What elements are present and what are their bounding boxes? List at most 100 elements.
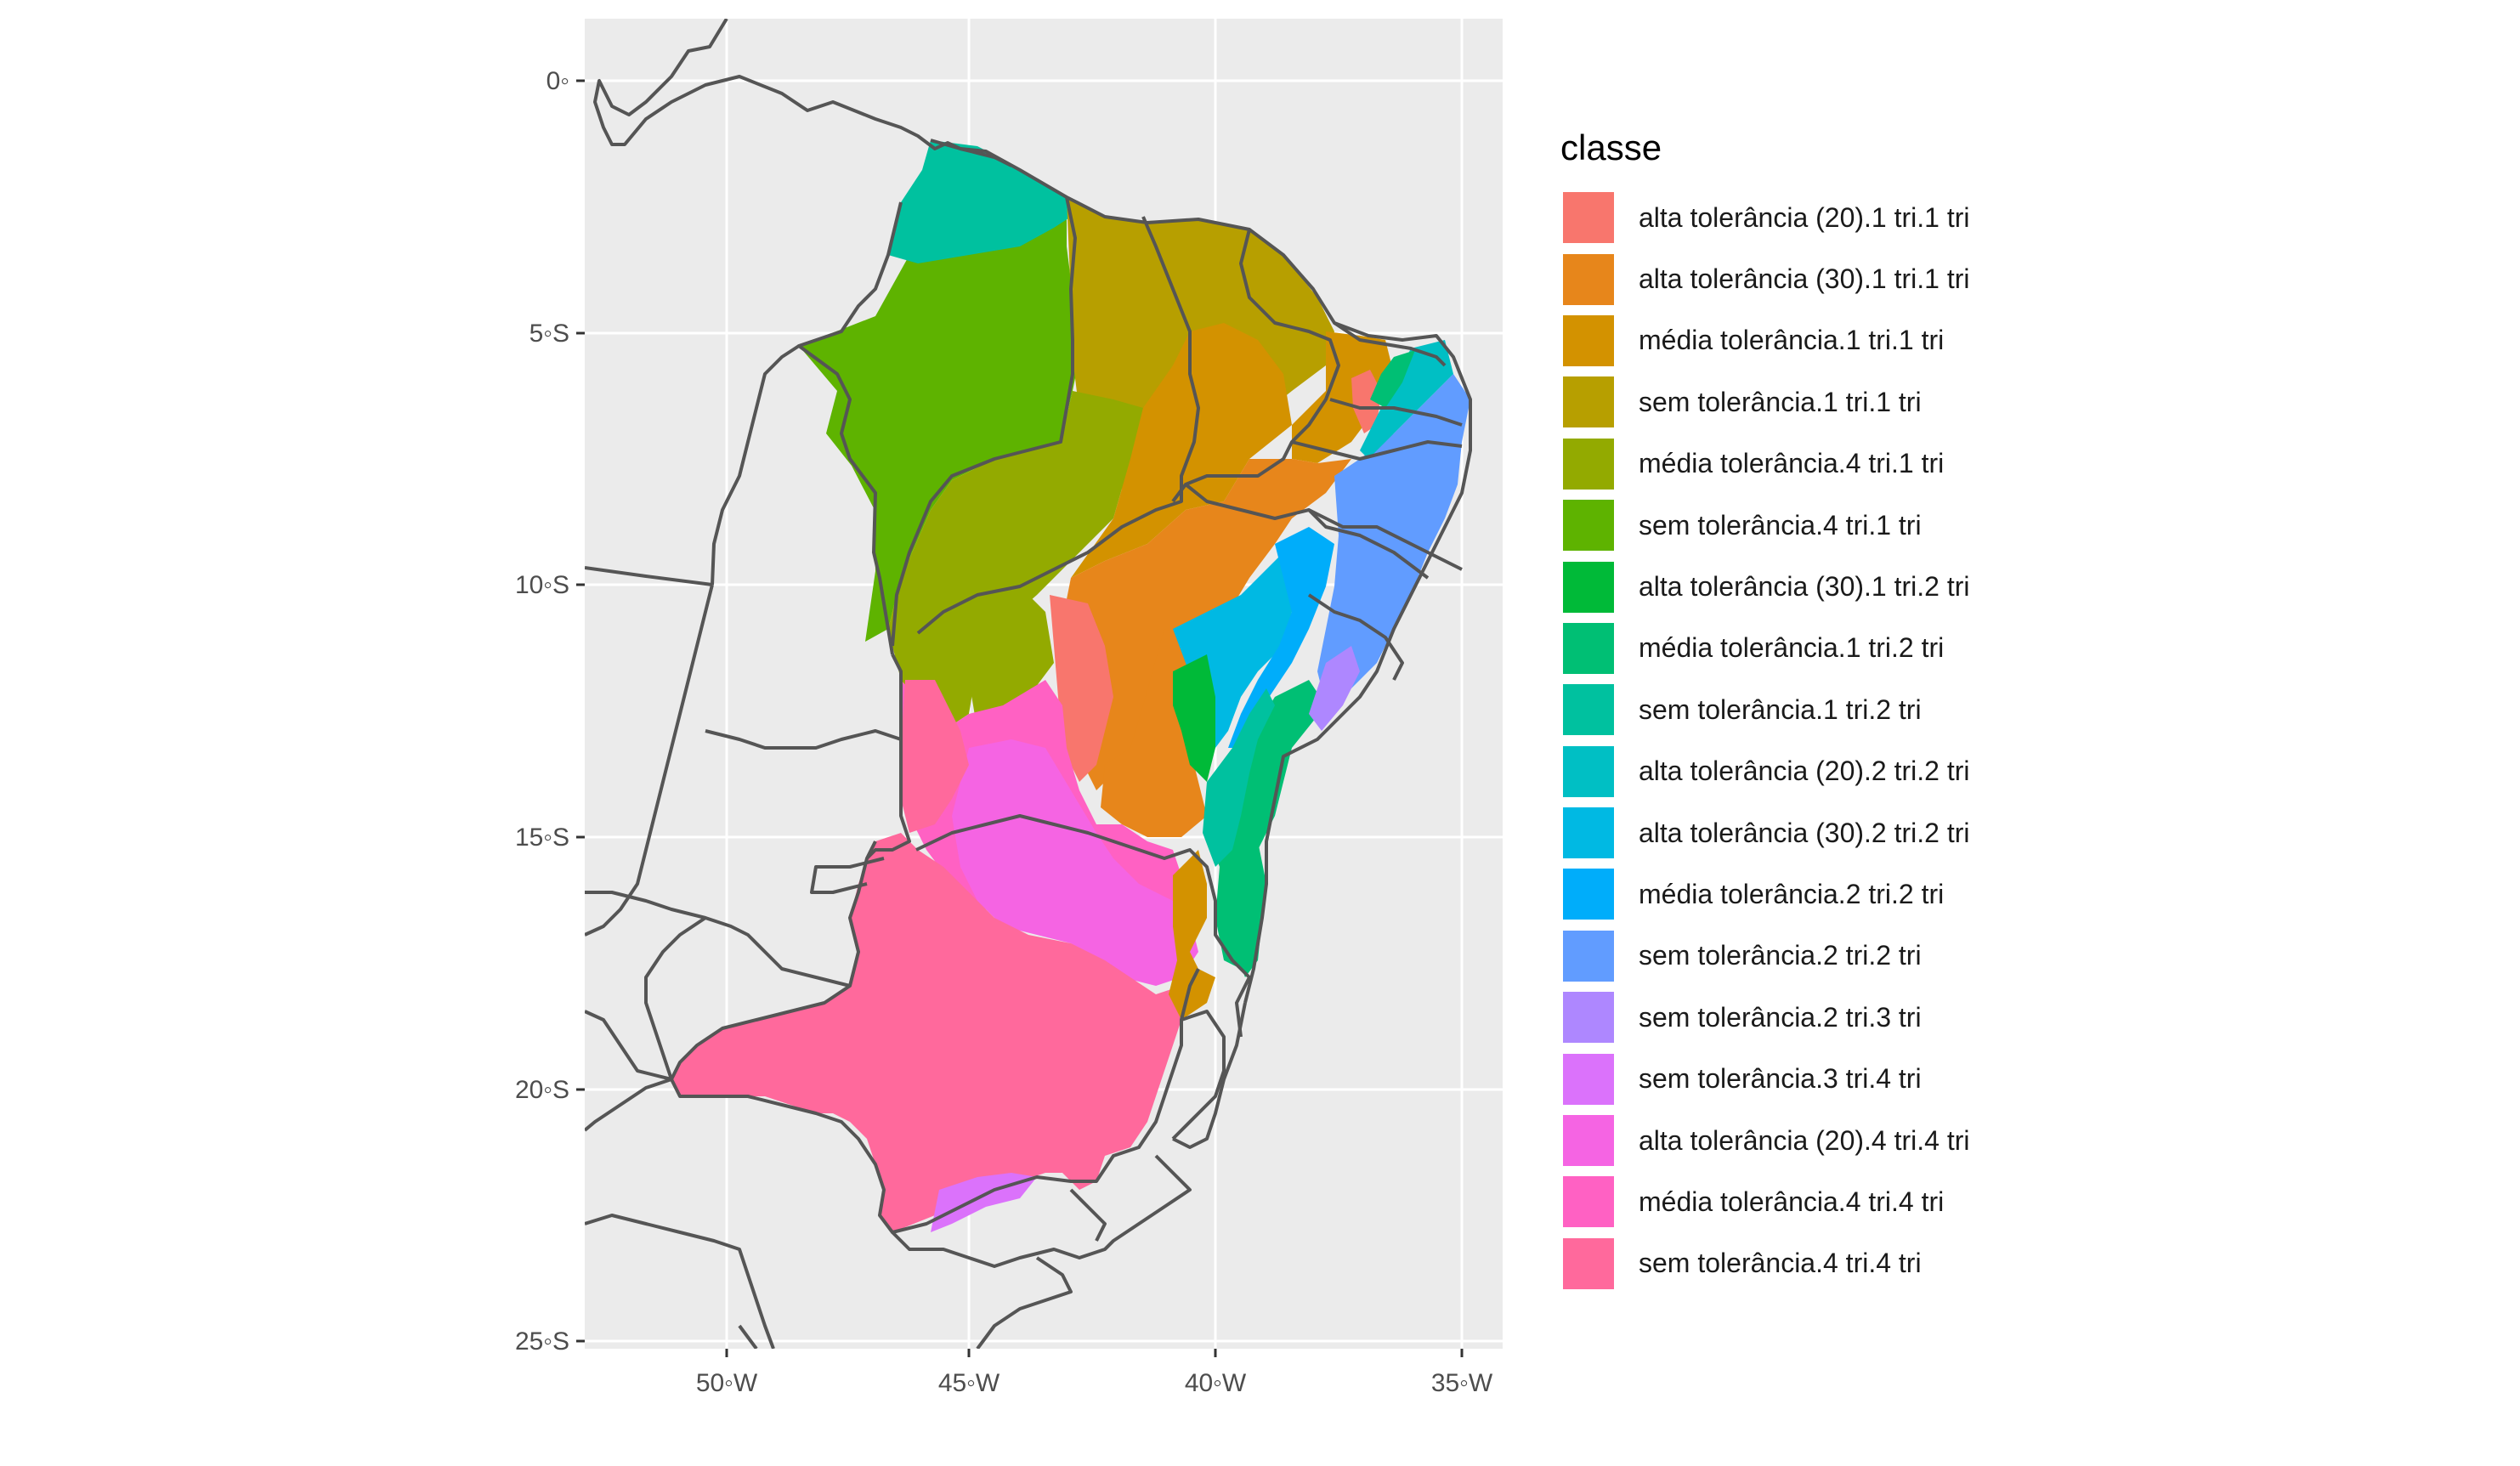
legend-item: média tolerância.4 tri.1 tri <box>1560 433 1970 495</box>
boundary-line <box>916 216 1200 635</box>
boundary-line <box>810 857 885 894</box>
region-fill <box>1370 350 1415 408</box>
y-tick-label: 10◦S <box>515 571 569 599</box>
legend-key <box>1560 927 1617 984</box>
boundary-line <box>670 841 1200 1234</box>
legend-key <box>1560 1174 1617 1231</box>
legend-key <box>1560 805 1617 862</box>
y-tick-label: 5◦S <box>529 320 569 348</box>
boundary-line <box>1329 398 1463 427</box>
boundary-line <box>711 344 801 586</box>
legend-label: média tolerância.1 tri.2 tri <box>1639 632 1945 664</box>
region-fill <box>1228 527 1334 748</box>
boundary-line <box>1308 508 1463 571</box>
legend-item: alta tolerância (20).4 tri.4 tri <box>1560 1110 1970 1171</box>
boundary-line <box>976 1256 1073 1349</box>
legend-label: sem tolerância.4 tri.4 tri <box>1639 1248 1922 1279</box>
legend-key <box>1560 312 1617 369</box>
legend-label: sem tolerância.3 tri.4 tri <box>1639 1063 1922 1095</box>
boundary-line <box>930 139 1472 1004</box>
boundary-line <box>593 19 1012 167</box>
region-fill <box>1050 595 1113 782</box>
legend-item: alta tolerância (20).2 tri.2 tri <box>1560 741 1970 802</box>
boundary-line <box>585 1078 672 1132</box>
boundary-line <box>705 729 902 750</box>
legend-item: sem tolerância.4 tri.1 tri <box>1560 495 1970 556</box>
region-fill <box>1203 688 1275 867</box>
legend-label: alta tolerância (30).1 tri.1 tri <box>1639 263 1970 295</box>
region-fill <box>931 1173 1037 1232</box>
legend-item: sem tolerância.1 tri.1 tri <box>1560 371 1970 433</box>
legend-item: sem tolerância.2 tri.2 tri <box>1560 925 1970 987</box>
legend-items: alta tolerância (20).1 tri.1 tri alta tol… <box>1560 187 1970 1294</box>
legend-label: média tolerância.4 tri.1 tri <box>1639 448 1945 479</box>
boundary-line <box>1307 593 1404 681</box>
legend-item: alta tolerância (20).1 tri.1 tri <box>1560 187 1970 248</box>
legend-key <box>1560 558 1617 615</box>
region-fill <box>888 391 1143 731</box>
legend-item: sem tolerância.3 tri.4 tri <box>1560 1048 1970 1109</box>
boundary-line <box>891 1231 1115 1268</box>
boundary-line <box>585 1214 775 1349</box>
legend-label: média tolerância.2 tri.2 tri <box>1639 878 1945 909</box>
region-fill <box>671 833 1181 1232</box>
legend-key <box>1560 743 1617 800</box>
x-tick-label: 35◦W <box>1431 1369 1493 1397</box>
boundary-line <box>1171 1010 1226 1141</box>
legend-key <box>1560 1235 1617 1292</box>
legend-key <box>1560 374 1617 431</box>
y-tick-label: 25◦S <box>515 1327 569 1356</box>
legend-key <box>1560 1112 1617 1169</box>
region-fill <box>1351 370 1381 433</box>
state-boundaries <box>585 19 1472 1349</box>
boundary-line <box>865 654 911 860</box>
legend-item: sem tolerância.1 tri.2 tri <box>1560 679 1970 740</box>
boundary-line <box>644 916 707 1080</box>
y-tick-label: 15◦S <box>515 824 569 852</box>
boundary-line <box>1171 229 1340 503</box>
legend-label: sem tolerância.1 tri.2 tri <box>1639 693 1922 725</box>
region-fill <box>799 189 1079 642</box>
legend-item: média tolerância.4 tri.4 tri <box>1560 1171 1970 1232</box>
legend-label: alta tolerância (30).1 tri.2 tri <box>1639 571 1970 603</box>
boundary-line <box>585 566 713 586</box>
region-fill <box>1071 323 1292 578</box>
legend-key <box>1560 251 1617 308</box>
y-tick-label: 0◦ <box>546 67 569 95</box>
boundary-line <box>1291 440 1463 461</box>
legend-key <box>1560 989 1617 1046</box>
region-fill <box>901 680 969 833</box>
axis-ticks: 50◦W 45◦W 40◦W 35◦W 0◦ 5◦S 10◦S 15◦S 20◦S 25◦S <box>515 67 1493 1397</box>
boundary-line <box>1184 483 1430 580</box>
boundary-line <box>1172 1002 1247 1149</box>
region-fill <box>1292 331 1394 463</box>
boundary-line <box>915 814 1251 1038</box>
legend-title: classe <box>1560 127 1662 167</box>
boundary-line <box>797 201 903 655</box>
legend-label: alta tolerância (20).1 tri.1 tri <box>1639 201 1970 233</box>
boundary-line <box>1333 321 1447 367</box>
legend-key <box>1560 682 1617 739</box>
legend-label: sem tolerância.4 tri.1 tri <box>1639 509 1922 541</box>
boundary-line <box>891 196 1077 647</box>
legend-label: média tolerância.1 tri.1 tri <box>1639 325 1945 356</box>
boundary-line <box>585 1010 672 1081</box>
legend-item: média tolerância.1 tri.2 tri <box>1560 618 1970 679</box>
legend-item: sem tolerância.2 tri.3 tri <box>1560 987 1970 1048</box>
region-fill <box>1317 374 1470 705</box>
legend-label: média tolerância.4 tri.4 tri <box>1639 1186 1945 1217</box>
region-fill <box>1309 646 1360 731</box>
y-tick-label: 20◦S <box>515 1076 569 1104</box>
legend-label: sem tolerância.2 tri.3 tri <box>1639 1001 1922 1033</box>
legend-item: sem tolerância.4 tri.4 tri <box>1560 1233 1970 1294</box>
boundary-line <box>585 891 851 988</box>
boundary-line <box>585 584 714 937</box>
class-regions <box>671 140 1470 1232</box>
legend-label: sem tolerância.2 tri.2 tri <box>1639 940 1922 971</box>
legend-key <box>1560 435 1617 492</box>
region-fill <box>1173 654 1215 782</box>
legend-key <box>1560 497 1617 554</box>
region-fill <box>1360 340 1453 459</box>
legend-label: sem tolerância.1 tri.1 tri <box>1639 386 1922 417</box>
